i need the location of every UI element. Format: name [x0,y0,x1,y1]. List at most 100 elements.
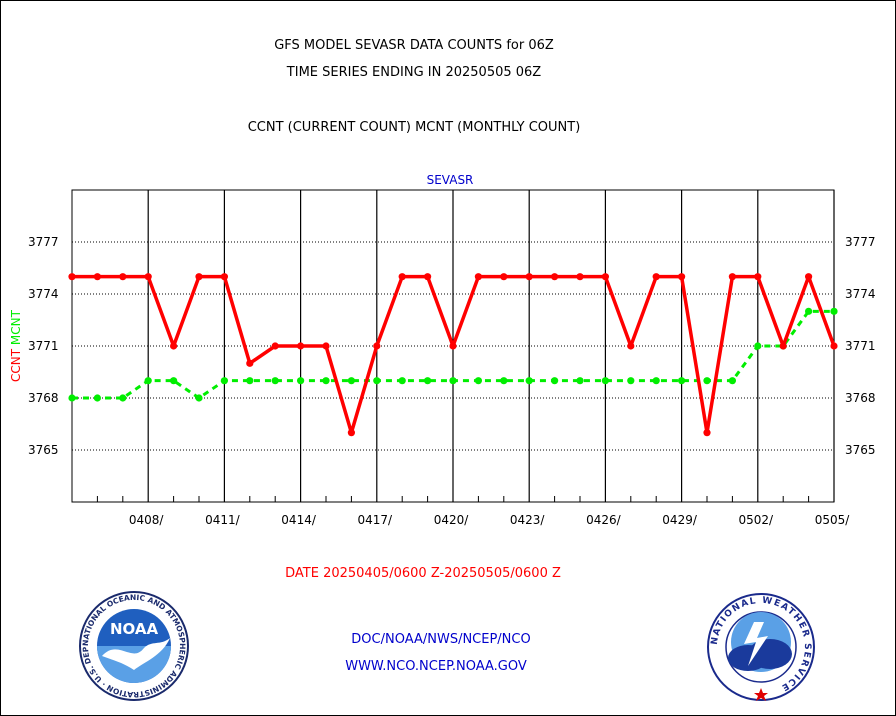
panel-label: SEVASR [427,173,474,187]
data-point-mcnt [652,377,660,385]
data-point-mcnt [195,394,203,402]
data-point-ccnt [728,273,737,281]
chart-subtitle: CCNT (CURRENT COUNT) MCNT (MONTHLY COUNT… [247,120,581,135]
x-tick-label: 0414/ [281,513,317,527]
data-point-ccnt [271,342,279,350]
date-range-label: DATE 20250405/0600 Z-20250505/0600 Z [285,566,561,581]
data-point-ccnt [144,273,152,281]
y-axis-label-mcnt: MCNT [9,309,23,345]
data-point-mcnt [347,377,355,385]
nws-logo: NATIONAL WEATHER SERVICE [707,593,815,701]
data-point-mcnt [728,377,737,385]
data-point-mcnt [398,377,406,385]
chart-title-line2: TIME SERIES ENDING IN 20250505 06Z [286,65,542,80]
data-point-mcnt [551,377,559,385]
data-point-ccnt [525,273,533,281]
data-point-ccnt [170,342,178,350]
y-tick-label-left: 3774 [28,287,59,301]
data-point-mcnt [474,377,482,385]
data-point-ccnt [805,273,813,281]
data-point-mcnt [525,377,533,385]
chart-title-line1: GFS MODEL SEVASR DATA COUNTS for 06Z [274,38,554,53]
axis-ticks: 3765 3765 3768 3768 3771 3771 3774 3774 3777 3777… [28,235,876,527]
series-group [68,273,838,437]
x-tick-label: 0502/ [739,513,775,527]
y-axis-label-ccnt: CCNT [9,348,23,382]
noaa-logo: NATIONAL OCEANIC AND ATMOSPHERIC ADMINIS… [78,590,189,701]
data-point-mcnt [170,377,178,385]
data-point-ccnt [449,342,457,350]
data-point-mcnt [424,377,432,385]
data-point-ccnt [500,273,508,281]
data-point-mcnt [93,394,101,402]
y-tick-label-right: 3768 [845,391,876,405]
data-point-ccnt [424,273,432,281]
data-point-ccnt [703,429,711,437]
data-point-mcnt [805,307,813,315]
data-point-ccnt [220,273,228,281]
x-tick-label: 0426/ [586,513,622,527]
y-axis-label: CCNT MCNT [9,309,23,382]
x-tick-label: 0417/ [358,513,394,527]
data-point-mcnt [297,377,305,385]
grid [72,190,835,502]
y-tick-label-right: 3777 [845,235,876,249]
nws-star-icon [754,688,768,701]
y-tick-label-right: 3765 [845,443,876,457]
data-point-ccnt [246,359,254,367]
data-point-mcnt [68,394,76,402]
data-point-ccnt [576,273,584,281]
data-point-mcnt [119,394,127,402]
data-point-ccnt [601,273,610,281]
data-point-mcnt [144,377,152,385]
data-point-mcnt [322,377,330,385]
data-point-ccnt [195,273,203,281]
data-point-mcnt [703,377,711,385]
data-point-mcnt [271,377,279,385]
data-point-ccnt [779,342,787,350]
x-tick-label: 0505/ [815,513,851,527]
data-point-ccnt [119,273,127,281]
data-point-mcnt [373,377,381,385]
data-point-ccnt [373,342,381,350]
nco-website-link[interactable]: WWW.NCO.NCEP.NOAA.GOV [345,659,527,674]
data-point-mcnt [500,377,508,385]
data-point-ccnt [627,342,635,350]
data-point-ccnt [652,273,660,281]
data-point-ccnt [678,273,686,281]
data-point-ccnt [754,273,762,281]
noaa-logo-text: NOAA [110,620,159,638]
data-point-ccnt [322,342,330,350]
svg-text:CCNT MCNT: CCNT MCNT [9,309,23,382]
x-tick-label: 0429/ [662,513,698,527]
data-point-ccnt [551,273,559,281]
data-point-mcnt [576,377,584,385]
y-tick-label-left: 3768 [28,391,59,405]
data-point-mcnt [678,377,686,385]
y-tick-label-left: 3771 [28,339,59,353]
data-point-ccnt [347,429,355,437]
y-tick-label-right: 3774 [845,287,876,301]
data-point-ccnt [297,342,305,350]
doc-noaa-link[interactable]: DOC/NOAA/NWS/NCEP/NCO [351,632,531,647]
y-tick-label-left: 3765 [28,443,59,457]
x-tick-label: 0408/ [129,513,165,527]
data-point-mcnt [627,377,635,385]
data-point-mcnt [601,377,610,385]
data-point-ccnt [474,273,482,281]
data-point-ccnt [398,273,406,281]
data-point-ccnt [68,273,76,281]
data-point-mcnt [246,377,254,385]
x-tick-label: 0411/ [205,513,241,527]
data-point-mcnt [754,342,762,350]
data-point-ccnt [830,342,838,350]
data-point-mcnt [220,377,228,385]
y-tick-label-left: 3777 [28,235,59,249]
data-point-ccnt [93,273,101,281]
x-tick-label: 0423/ [510,513,546,527]
data-point-mcnt [830,307,838,315]
x-tick-label: 0420/ [434,513,470,527]
y-tick-label-right: 3771 [845,339,876,353]
data-point-mcnt [449,377,457,385]
